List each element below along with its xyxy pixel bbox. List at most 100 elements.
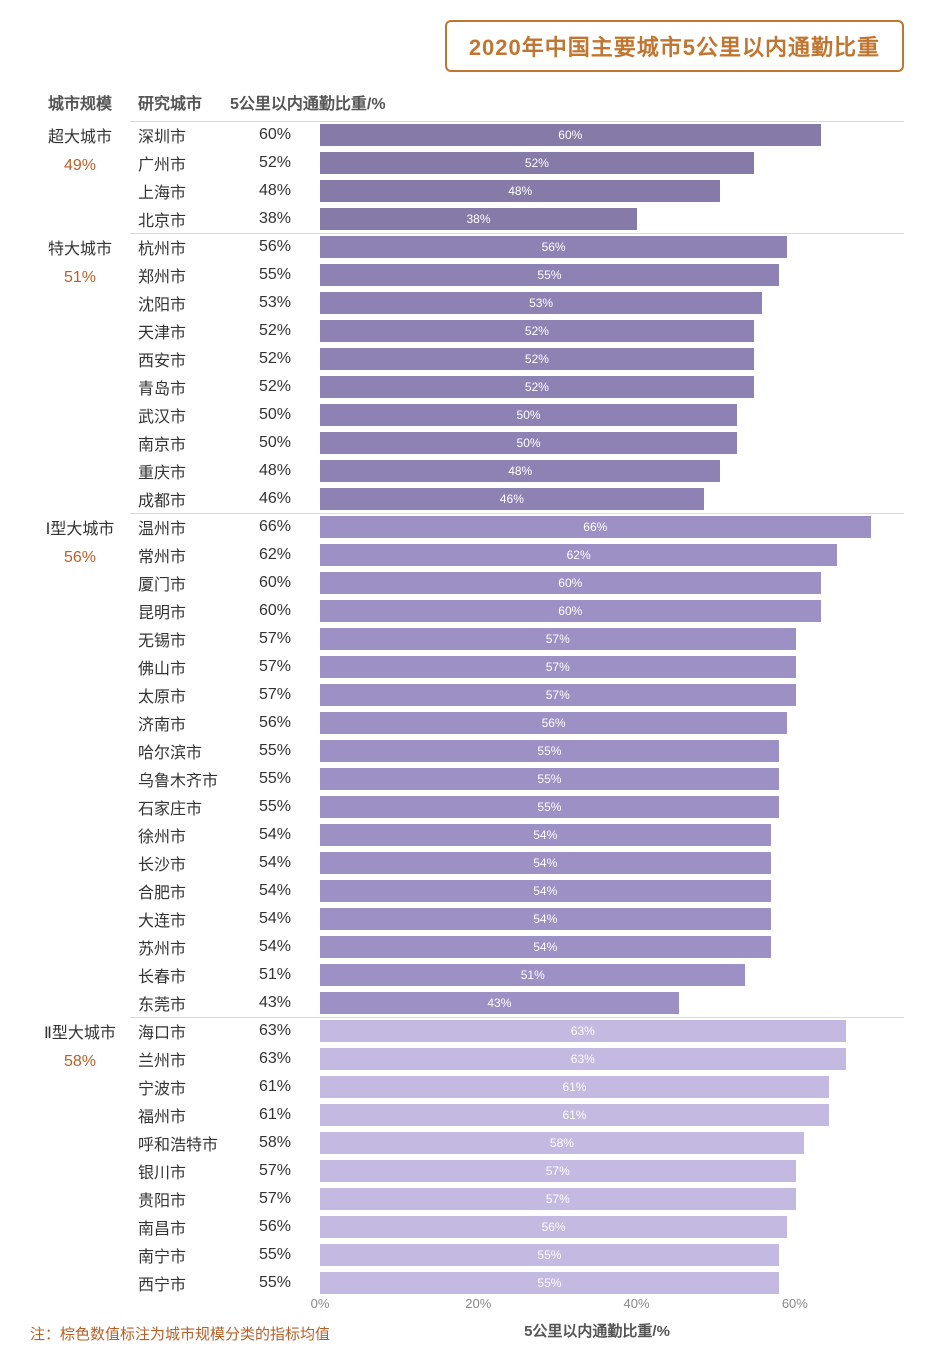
bar-cell: 55%	[320, 765, 904, 792]
bar: 50%	[320, 404, 737, 426]
city-cell: 无锡市	[130, 625, 230, 652]
data-row: 长沙市54%54%	[30, 848, 904, 876]
bar: 60%	[320, 572, 821, 594]
city-cell: 银川市	[130, 1157, 230, 1184]
bar: 61%	[320, 1104, 829, 1126]
data-row: 贵阳市57%57%	[30, 1184, 904, 1212]
bar-cell: 57%	[320, 681, 904, 708]
category-name: Ⅰ型大城市	[46, 515, 115, 539]
data-row: 宁波市61%61%	[30, 1072, 904, 1100]
header-category: 城市规模	[30, 90, 130, 114]
data-row: 东莞市43%43%	[30, 988, 904, 1016]
data-row: 福州市61%61%	[30, 1100, 904, 1128]
city-cell: 哈尔滨市	[130, 737, 230, 764]
data-row: 58%兰州市63%63%	[30, 1044, 904, 1072]
x-axis: 0%20%40%60%	[320, 1296, 874, 1316]
bar-cell: 57%	[320, 1185, 904, 1212]
value-cell: 57%	[230, 1185, 320, 1212]
category-cell: 51%	[30, 263, 130, 287]
data-row: 苏州市54%54%	[30, 932, 904, 960]
bar-cell: 50%	[320, 401, 904, 428]
data-row: 天津市52%52%	[30, 316, 904, 344]
value-cell: 52%	[230, 317, 320, 344]
bar: 54%	[320, 936, 771, 958]
category-name: Ⅱ型大城市	[44, 1019, 116, 1043]
value-cell: 63%	[230, 1017, 320, 1044]
bar: 52%	[320, 152, 754, 174]
bar: 56%	[320, 236, 787, 258]
data-row: 南宁市55%55%	[30, 1240, 904, 1268]
bar-cell: 55%	[320, 1269, 904, 1296]
bar: 62%	[320, 544, 837, 566]
bar-cell: 60%	[320, 597, 904, 624]
value-cell: 60%	[230, 597, 320, 624]
header-city: 研究城市	[130, 90, 230, 114]
city-cell: 郑州市	[130, 261, 230, 288]
bar: 63%	[320, 1048, 846, 1070]
city-cell: 海口市	[130, 1017, 230, 1044]
city-cell: 徐州市	[130, 821, 230, 848]
category-avg: 49%	[64, 157, 96, 175]
bar: 57%	[320, 656, 796, 678]
bar-cell: 52%	[320, 373, 904, 400]
value-cell: 60%	[230, 121, 320, 148]
category-cell: 49%	[30, 151, 130, 175]
value-cell: 55%	[230, 261, 320, 288]
data-row: 青岛市52%52%	[30, 372, 904, 400]
bar-cell: 46%	[320, 485, 904, 512]
data-row: Ⅱ型大城市海口市63%63%	[30, 1016, 904, 1044]
city-cell: 西宁市	[130, 1269, 230, 1296]
data-row: 乌鲁木齐市55%55%	[30, 764, 904, 792]
bar-cell: 57%	[320, 653, 904, 680]
bar-cell: 60%	[320, 569, 904, 596]
data-row: 徐州市54%54%	[30, 820, 904, 848]
bar-cell: 52%	[320, 149, 904, 176]
value-cell: 53%	[230, 289, 320, 316]
city-cell: 大连市	[130, 905, 230, 932]
category-cell: 56%	[30, 543, 130, 567]
value-cell: 60%	[230, 569, 320, 596]
city-cell: 长沙市	[130, 849, 230, 876]
value-cell: 54%	[230, 933, 320, 960]
value-cell: 50%	[230, 429, 320, 456]
bar-cell: 55%	[320, 793, 904, 820]
data-row: 西宁市55%55%	[30, 1268, 904, 1296]
bar-cell: 63%	[320, 1045, 904, 1072]
data-row: 51%郑州市55%55%	[30, 260, 904, 288]
city-cell: 太原市	[130, 681, 230, 708]
bar: 57%	[320, 628, 796, 650]
value-cell: 57%	[230, 681, 320, 708]
city-cell: 常州市	[130, 541, 230, 568]
value-cell: 43%	[230, 989, 320, 1016]
data-row: 佛山市57%57%	[30, 652, 904, 680]
data-row: 49%广州市52%52%	[30, 148, 904, 176]
bar-cell: 38%	[320, 205, 904, 232]
value-cell: 55%	[230, 737, 320, 764]
value-cell: 56%	[230, 233, 320, 260]
data-row: 石家庄市55%55%	[30, 792, 904, 820]
bar-cell: 56%	[320, 233, 904, 260]
bar-cell: 66%	[320, 513, 904, 540]
value-cell: 52%	[230, 345, 320, 372]
city-cell: 济南市	[130, 709, 230, 736]
chart-title-box: 2020年中国主要城市5公里以内通勤比重	[445, 20, 904, 72]
value-cell: 54%	[230, 849, 320, 876]
data-row: 56%常州市62%62%	[30, 540, 904, 568]
x-tick: 60%	[782, 1296, 808, 1311]
data-row: 长春市51%51%	[30, 960, 904, 988]
bar: 46%	[320, 488, 704, 510]
bar: 54%	[320, 908, 771, 930]
data-row: 南京市50%50%	[30, 428, 904, 456]
city-cell: 宁波市	[130, 1073, 230, 1100]
value-cell: 38%	[230, 205, 320, 232]
city-cell: 北京市	[130, 205, 230, 232]
bar: 66%	[320, 516, 871, 538]
bar: 52%	[320, 376, 754, 398]
value-cell: 48%	[230, 177, 320, 204]
bar: 58%	[320, 1132, 804, 1154]
category-cell: 特大城市	[30, 235, 130, 259]
bar: 55%	[320, 1272, 779, 1294]
value-cell: 54%	[230, 821, 320, 848]
city-cell: 南京市	[130, 429, 230, 456]
data-row: 厦门市60%60%	[30, 568, 904, 596]
